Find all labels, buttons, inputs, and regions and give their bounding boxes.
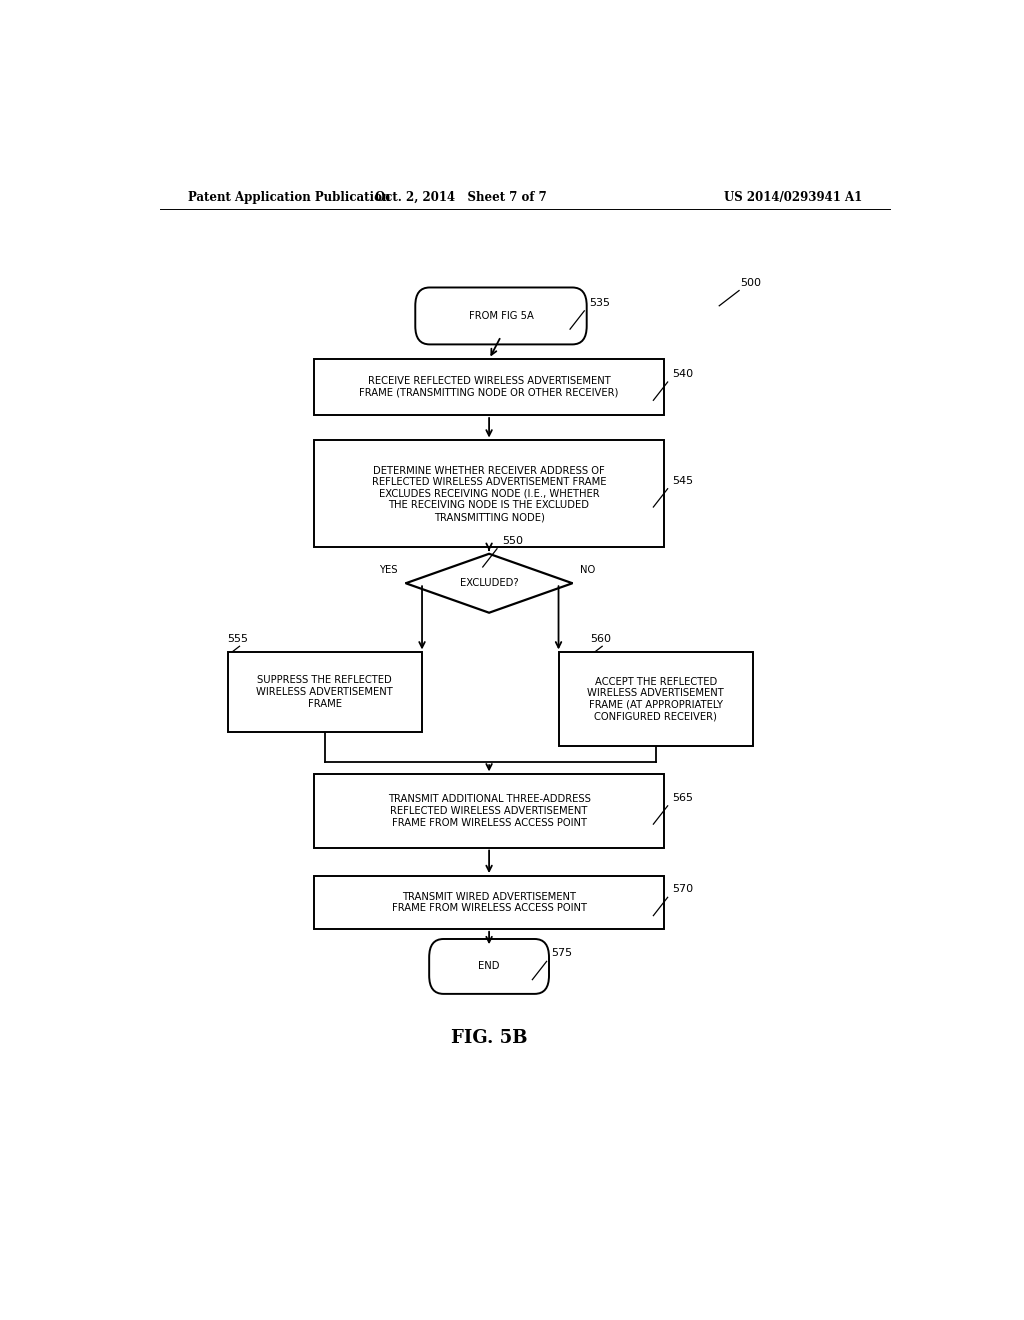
- Text: TRANSMIT ADDITIONAL THREE-ADDRESS
REFLECTED WIRELESS ADVERTISEMENT
FRAME FROM WI: TRANSMIT ADDITIONAL THREE-ADDRESS REFLEC…: [388, 795, 591, 828]
- Text: Oct. 2, 2014   Sheet 7 of 7: Oct. 2, 2014 Sheet 7 of 7: [376, 190, 547, 203]
- Text: 550: 550: [502, 536, 523, 545]
- Text: Patent Application Publication: Patent Application Publication: [187, 190, 390, 203]
- Text: 540: 540: [673, 370, 693, 379]
- Bar: [227, 652, 422, 731]
- Text: EXCLUDED?: EXCLUDED?: [460, 578, 518, 589]
- Bar: [314, 775, 664, 847]
- Bar: [558, 652, 753, 746]
- FancyBboxPatch shape: [429, 939, 549, 994]
- Text: END: END: [478, 961, 500, 972]
- Polygon shape: [406, 554, 572, 612]
- Text: 565: 565: [673, 793, 693, 803]
- Text: 575: 575: [551, 948, 572, 958]
- Text: SUPPRESS THE REFLECTED
WIRELESS ADVERTISEMENT
FRAME: SUPPRESS THE REFLECTED WIRELESS ADVERTIS…: [256, 676, 393, 709]
- Text: DETERMINE WHETHER RECEIVER ADDRESS OF
REFLECTED WIRELESS ADVERTISEMENT FRAME
EXC: DETERMINE WHETHER RECEIVER ADDRESS OF RE…: [372, 466, 606, 521]
- Text: US 2014/0293941 A1: US 2014/0293941 A1: [724, 190, 862, 203]
- Text: 500: 500: [740, 279, 762, 289]
- Text: FROM FIG 5A: FROM FIG 5A: [469, 312, 534, 321]
- Text: 560: 560: [590, 634, 611, 644]
- Text: 535: 535: [589, 298, 610, 308]
- Text: 545: 545: [673, 475, 693, 486]
- Text: NO: NO: [581, 565, 596, 576]
- Text: 555: 555: [227, 634, 249, 644]
- Bar: [314, 359, 664, 414]
- Bar: [314, 441, 664, 548]
- Text: TRANSMIT WIRED ADVERTISEMENT
FRAME FROM WIRELESS ACCESS POINT: TRANSMIT WIRED ADVERTISEMENT FRAME FROM …: [391, 891, 587, 913]
- Text: RECEIVE REFLECTED WIRELESS ADVERTISEMENT
FRAME (TRANSMITTING NODE OR OTHER RECEI: RECEIVE REFLECTED WIRELESS ADVERTISEMENT…: [359, 376, 618, 397]
- Text: ACCEPT THE REFLECTED
WIRELESS ADVERTISEMENT
FRAME (AT APPROPRIATELY
CONFIGURED R: ACCEPT THE REFLECTED WIRELESS ADVERTISEM…: [588, 677, 724, 722]
- FancyBboxPatch shape: [416, 288, 587, 345]
- Text: YES: YES: [379, 565, 397, 576]
- Bar: [314, 876, 664, 929]
- Text: 570: 570: [673, 884, 693, 894]
- Text: FIG. 5B: FIG. 5B: [451, 1028, 527, 1047]
